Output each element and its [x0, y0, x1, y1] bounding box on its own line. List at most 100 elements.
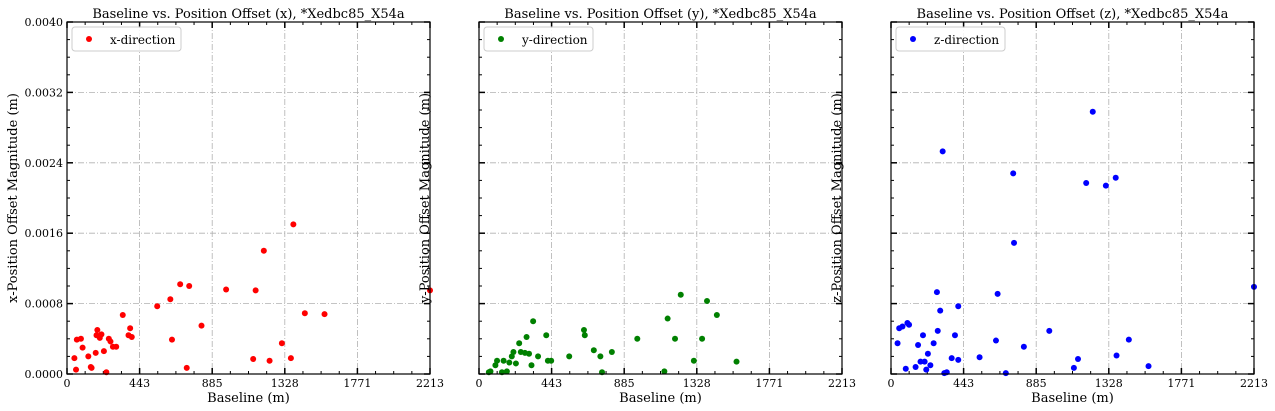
x-tick-label: 443 [541, 377, 562, 390]
data-point [1089, 108, 1096, 115]
data-point [290, 221, 297, 228]
x-tick-label: 885 [614, 377, 635, 390]
data-point [1145, 363, 1152, 370]
data-point [608, 349, 615, 355]
data-point [930, 340, 937, 347]
x-tick-label: 885 [202, 377, 223, 390]
data-point [690, 357, 697, 364]
data-point [902, 365, 909, 372]
data-point [1020, 343, 1027, 350]
data-point [894, 340, 901, 347]
data-point [664, 315, 671, 322]
data-point [167, 296, 174, 303]
data-point [266, 357, 273, 364]
chart-title: Baseline vs. Position Offset (x), *Xedbc… [92, 7, 405, 22]
data-point [1102, 182, 1109, 189]
data-point [939, 148, 946, 155]
data-point [168, 336, 175, 343]
data-point [992, 337, 999, 344]
data-point [672, 335, 679, 342]
data-point [79, 344, 86, 351]
data-point [543, 332, 550, 339]
data-point [77, 335, 84, 342]
data-point [73, 366, 80, 373]
legend-box [895, 26, 1006, 52]
data-point [301, 310, 308, 317]
data-point [1002, 370, 1009, 377]
data-point [580, 327, 587, 333]
data-point [1074, 356, 1081, 363]
legend-label: z-direction [934, 33, 999, 47]
data-point [530, 318, 537, 325]
x-tick-label: 0 [888, 377, 895, 390]
x-tick-label: 0 [64, 377, 71, 390]
data-point [934, 327, 941, 334]
data-point [250, 356, 257, 363]
x-tick-label: 2213 [416, 377, 444, 390]
data-point [500, 357, 507, 364]
data-point [526, 350, 533, 357]
data-point [948, 355, 955, 362]
data-point [223, 286, 230, 293]
x-tick-label: 885 [1026, 377, 1047, 390]
x-tick-label: 1328 [271, 377, 299, 390]
data-point [921, 358, 928, 365]
data-point [994, 290, 1001, 297]
chart-title: Baseline vs. Position Offset (z), *Xedbc… [917, 7, 1229, 22]
chart-panel-1: 0 443 885 1328 1771 2213 0.0000 0.0008 0.0016 0.0… [6, 7, 444, 406]
chart-panel-2: 0 443 885 1328 1771 2213 Baseline vs. Position… [418, 7, 856, 406]
data-point [92, 349, 99, 356]
data-point [98, 331, 105, 338]
chart-title: Baseline vs. Position Offset (y), *Xedbc… [504, 7, 817, 22]
data-point [1125, 336, 1132, 343]
data-point [107, 338, 114, 345]
data-point [927, 362, 934, 369]
data-point [100, 348, 107, 355]
data-point [119, 312, 126, 319]
data-point [252, 287, 259, 294]
chart-panel-3: 0 443 885 1328 1771 2213 Baseline vs. Position… [830, 7, 1268, 406]
data-point [1113, 352, 1120, 359]
plot-frame [478, 21, 843, 375]
data-point [699, 335, 706, 342]
data-point [548, 357, 555, 364]
data-point [933, 289, 940, 296]
data-point [177, 281, 184, 288]
y-axis-label: z-Position Offset Magnitude (m) [830, 93, 845, 303]
data-point [512, 360, 519, 367]
data-point [1046, 327, 1053, 334]
data-point [915, 341, 922, 348]
data-point [937, 307, 944, 314]
y-tick-label: 0.0032 [25, 86, 64, 99]
data-point [128, 334, 135, 341]
data-point [287, 355, 294, 362]
y-tick-label: 0.0040 [25, 16, 64, 29]
y-tick-label: 0.0008 [25, 298, 64, 311]
x-tick-label: 1771 [1167, 377, 1195, 390]
legend-box [71, 26, 182, 52]
data-point [661, 368, 668, 375]
data-point [923, 366, 930, 373]
x-tick-label: 1328 [683, 377, 711, 390]
legend-marker [498, 36, 504, 42]
x-tick-label: 443 [953, 377, 974, 390]
data-point [899, 323, 906, 330]
data-point [321, 311, 328, 318]
data-point [1010, 170, 1017, 177]
data-point [581, 332, 588, 339]
data-point [260, 247, 267, 254]
x-tick-label: 1328 [1095, 377, 1123, 390]
data-point [677, 291, 684, 298]
legend-marker [910, 36, 916, 42]
y-tick-label: 0.0024 [25, 157, 64, 170]
data-point [919, 332, 926, 339]
data-point [94, 327, 101, 333]
data-point [1112, 174, 1119, 181]
data-point [1070, 364, 1077, 371]
data-point [127, 325, 134, 332]
data-point [924, 350, 931, 357]
data-point [85, 353, 92, 360]
data-point [590, 347, 597, 354]
data-point [597, 353, 604, 360]
data-point [566, 353, 573, 360]
